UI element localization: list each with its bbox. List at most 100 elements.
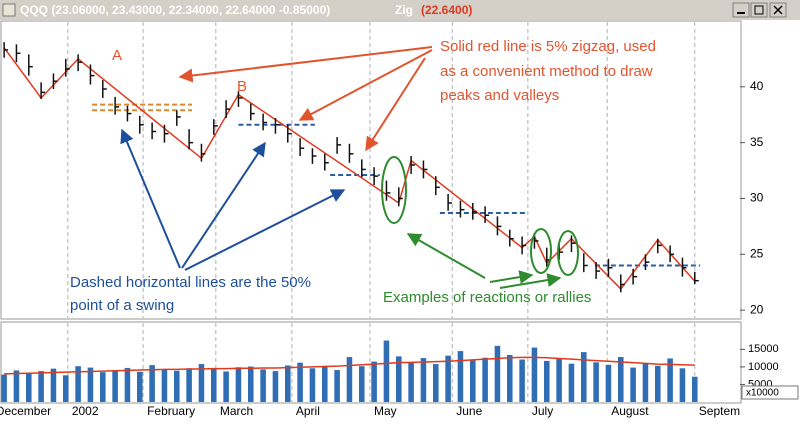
volume-bar — [124, 367, 131, 402]
volume-bar — [75, 366, 81, 402]
volume-bar — [13, 370, 20, 402]
highlight-ellipse — [530, 228, 552, 274]
volume-bar — [667, 358, 673, 402]
highlight-ellipse — [381, 156, 407, 224]
arrow — [181, 141, 266, 269]
volume-bar — [112, 370, 118, 402]
volume-bar — [433, 364, 439, 402]
volume-bar — [63, 375, 69, 402]
volume-bar — [334, 370, 340, 402]
zigzag-note: peaks and valleys — [440, 87, 559, 104]
y-tick-label: 25 — [750, 247, 764, 261]
window-buttons — [732, 2, 787, 18]
plot-area: December 2002 February March April May June Jul… — [0, 22, 758, 418]
arrow — [178, 46, 433, 83]
y-tick-label: 40 — [750, 79, 764, 93]
volume-bar — [581, 352, 587, 402]
volume-bar — [235, 367, 242, 402]
arrow — [120, 128, 181, 269]
volume-bar — [531, 347, 538, 402]
volume-bar — [248, 366, 254, 402]
volume-bar — [198, 364, 205, 402]
volume-bar — [359, 366, 365, 402]
label-a: A — [112, 47, 122, 64]
volume-bar — [445, 355, 451, 402]
volume-bar — [137, 371, 143, 402]
volume-bar — [482, 357, 488, 402]
zigzag-note: Solid red line is 5% zigzag, used — [440, 38, 656, 55]
volume-bar — [297, 362, 303, 402]
unit-box — [741, 385, 799, 400]
volume-bar — [211, 368, 217, 402]
x-tick-label: September — [699, 404, 758, 418]
volume-bar — [544, 360, 550, 402]
volume-bar — [408, 362, 414, 402]
arrow — [406, 233, 486, 279]
volume-bar — [186, 368, 192, 402]
volume-bar — [507, 354, 513, 402]
volume-bar — [470, 360, 476, 402]
x-tick-label: June — [456, 404, 482, 418]
volume-bar — [38, 371, 44, 402]
volume-bar — [87, 367, 94, 402]
x-tick-label: March — [220, 404, 253, 418]
y-tick-label: 35 — [750, 135, 764, 149]
volume-bar — [692, 376, 698, 402]
volume-bar — [679, 368, 686, 402]
dashed-note: point of a swing — [70, 297, 174, 314]
window-icon — [2, 3, 16, 17]
label-b: B — [237, 78, 247, 95]
maximize-button[interactable] — [750, 2, 768, 18]
y-tick-label: 20 — [750, 302, 764, 316]
volume-bar — [396, 356, 402, 402]
x-tick-label: July — [532, 404, 553, 418]
x-tick-label: December — [0, 404, 51, 418]
volume-bar — [642, 363, 649, 402]
volume-bar — [174, 370, 180, 402]
volume-bar — [223, 371, 229, 402]
x-tick-label: May — [374, 404, 397, 418]
volume-bar — [161, 369, 168, 402]
annotations: A B Solid red line is 5% zigzag, used as… — [70, 38, 656, 314]
close-icon — [773, 5, 783, 15]
volume-bar — [100, 372, 106, 402]
minimize-button[interactable] — [732, 2, 750, 18]
arrow — [365, 57, 426, 152]
y-tick-label: 15000 — [748, 343, 779, 355]
volume-bar — [568, 363, 575, 402]
volume-ma-line — [4, 356, 695, 375]
volume-bar — [593, 362, 599, 402]
volume-bar — [618, 357, 624, 402]
volume-bar — [371, 361, 377, 402]
arrow — [499, 273, 562, 289]
x-tick-label: April — [296, 404, 320, 418]
volume-bar — [457, 351, 464, 402]
arrow — [298, 49, 433, 121]
volume-bar — [322, 365, 328, 402]
volume-bar — [260, 369, 266, 402]
volume-bar — [383, 340, 390, 402]
volume-bar — [556, 358, 562, 402]
y-tick-label: 30 — [750, 191, 764, 205]
x-tick-label: August — [611, 404, 649, 418]
symbol-text: QQQ (23.06000, 23.43000, 22.34000, 22.64… — [20, 3, 330, 17]
y-tick-label: 10000 — [748, 361, 779, 373]
volume-bar — [26, 373, 32, 402]
zigzag-note: as a convenient method to draw — [440, 63, 653, 80]
x-tick-label: February — [147, 404, 195, 418]
arrow — [184, 189, 346, 271]
title-bar — [0, 0, 800, 20]
x-tick-label: 2002 — [72, 404, 99, 418]
maximize-icon — [754, 5, 764, 15]
volume-bar — [1, 374, 7, 402]
volume-bar — [630, 367, 636, 402]
zigzag-line — [3, 47, 696, 291]
volume-bar — [272, 371, 279, 402]
volume-bar — [494, 345, 501, 402]
volume-bar — [285, 365, 291, 402]
volume-unit-label: x10000 — [746, 388, 779, 399]
volume-bar — [420, 358, 427, 402]
dashed-note: Dashed horizontal lines are the 50% — [70, 274, 311, 291]
